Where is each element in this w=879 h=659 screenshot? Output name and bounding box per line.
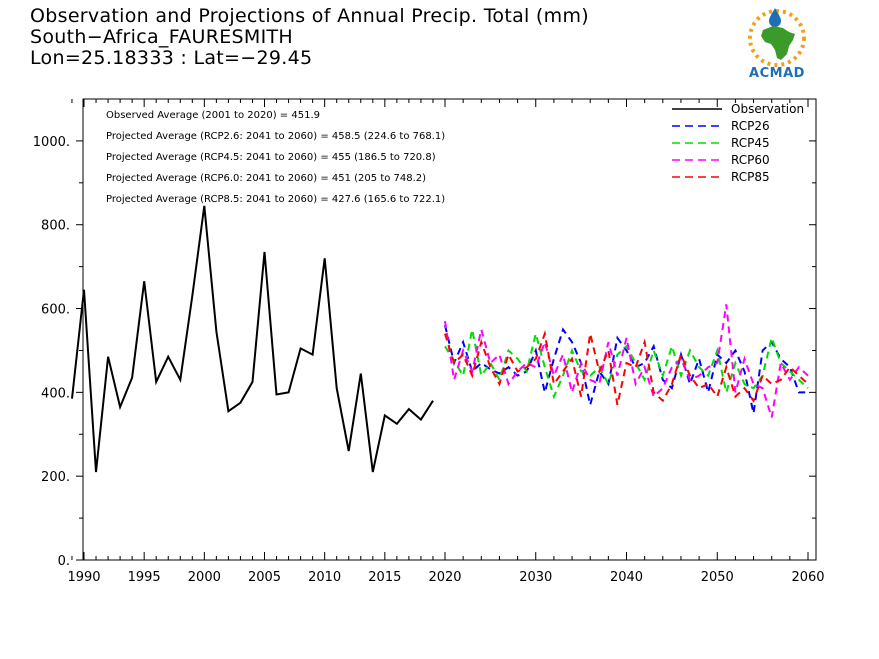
x-tick-label: 2020	[428, 570, 461, 585]
chart-title: Observation and Projections of Annual Pr…	[30, 5, 589, 27]
legend-label: Observation	[731, 102, 804, 116]
legend-label: RCP85	[731, 170, 770, 184]
legend-label: RCP60	[731, 153, 770, 167]
x-tick-label: 2060	[791, 570, 824, 585]
x-tick-label: 1995	[128, 570, 161, 585]
series-line-rcp45	[444, 329, 809, 400]
x-tick-label: 2040	[610, 570, 643, 585]
stat-annotation: Projected Average (RCP2.6: 2041 to 2060)…	[106, 131, 445, 142]
station-coordinates: Lon=25.18333 : Lat=−29.45	[30, 47, 313, 69]
stat-annotation: Projected Average (RCP4.5: 2041 to 2060)…	[106, 152, 436, 163]
station-name: South−Africa_FAURESMITH	[30, 26, 293, 48]
plot-frame	[82, 98, 817, 561]
series-line-rcp60	[444, 304, 809, 418]
series-line-observation	[71, 205, 434, 473]
x-tick-label: 2050	[701, 570, 734, 585]
x-tick-label: 2015	[368, 570, 401, 585]
stat-annotation: Observed Average (2001 to 2020) = 451.9	[106, 110, 320, 121]
stat-annotation: Projected Average (RCP6.0: 2041 to 2060)…	[106, 173, 426, 184]
y-tick-label: 1000.	[33, 135, 70, 150]
x-tick-label: 2000	[188, 570, 221, 585]
africa-map-icon	[761, 26, 795, 60]
series-line-rcp26	[444, 325, 808, 414]
y-tick-label: 0.	[58, 554, 70, 569]
y-tick-label: 800.	[41, 219, 70, 234]
logo-text: ACMAD	[749, 66, 805, 81]
legend-label: RCP45	[731, 136, 770, 150]
y-tick-label: 200.	[41, 470, 70, 485]
y-tick-label: 400.	[41, 386, 70, 401]
acmad-logo-graphic	[748, 8, 806, 67]
x-tick-label: 2030	[519, 570, 552, 585]
chart-title-block: Observation and Projections of Annual Pr…	[30, 6, 589, 69]
sun-rays-icon	[748, 9, 806, 67]
legend-label: RCP26	[731, 119, 770, 133]
series-line-rcp85	[444, 329, 809, 406]
x-tick-label: 1990	[67, 570, 100, 585]
stat-annotation: Projected Average (RCP8.5: 2041 to 2060)…	[106, 194, 445, 205]
x-tick-label: 2010	[308, 570, 341, 585]
x-tick-label: 2005	[248, 570, 281, 585]
rain-drop-icon	[769, 8, 781, 27]
y-tick-label: 600.	[41, 303, 70, 318]
acmad-logo: ACMAD	[735, 6, 819, 84]
